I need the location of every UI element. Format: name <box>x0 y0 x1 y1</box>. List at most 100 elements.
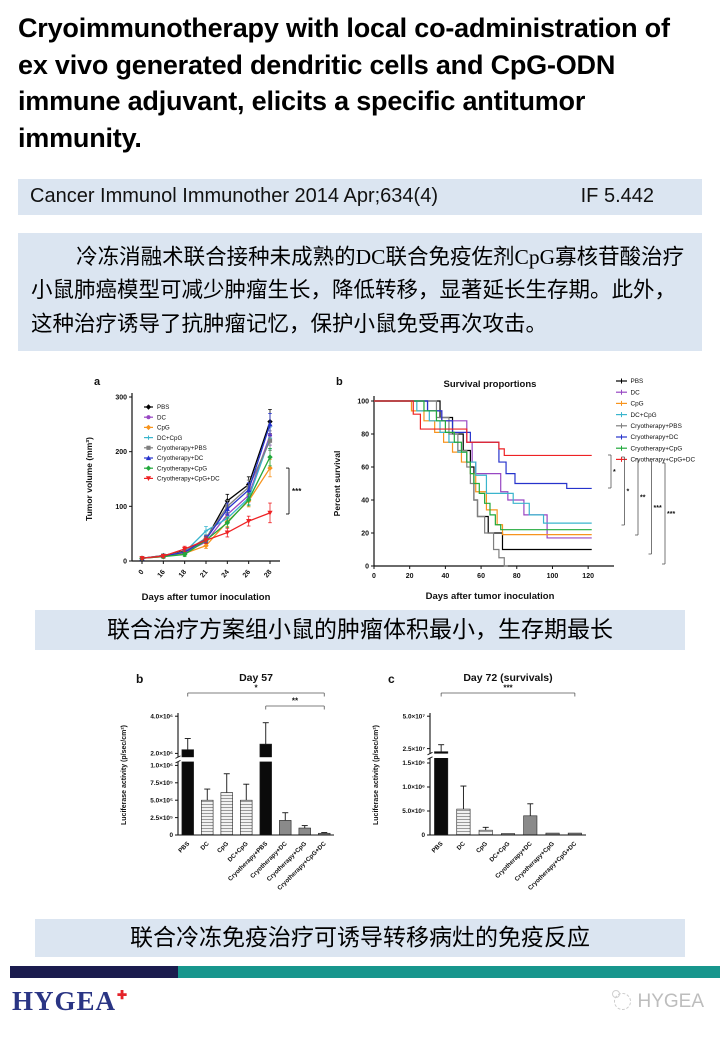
svg-text:Cryotherapy+CpG+DC: Cryotherapy+CpG+DC <box>631 457 696 464</box>
svg-text:*: * <box>613 469 616 476</box>
svg-text:Cryotherapy+PBS: Cryotherapy+PBS <box>157 445 207 452</box>
svg-text:b: b <box>136 672 143 686</box>
navy-bar-segment <box>10 966 178 979</box>
journal-reference: Cancer Immunol Immunother 2014 Apr;634(4… <box>30 185 438 208</box>
svg-text:100: 100 <box>547 573 559 580</box>
svg-text:0: 0 <box>365 564 369 571</box>
svg-text:CpG: CpG <box>216 841 230 855</box>
svg-text:Percent survival: Percent survival <box>332 451 342 517</box>
svg-text:***: *** <box>292 487 302 496</box>
svg-text:*: * <box>627 489 630 496</box>
svg-text:Luciferase activity (p/sec/cm²: Luciferase activity (p/sec/cm²) <box>373 725 380 825</box>
svg-text:***: *** <box>503 684 513 693</box>
logo-cross-icon: ✚ <box>117 988 129 1003</box>
svg-text:c: c <box>388 672 395 686</box>
svg-text:Cryotherapy+CpG: Cryotherapy+CpG <box>513 841 556 884</box>
svg-text:Day 72 (survivals): Day 72 (survivals) <box>463 672 552 684</box>
svg-text:2.5×10⁵: 2.5×10⁵ <box>150 815 173 822</box>
svg-text:***: *** <box>654 505 662 512</box>
svg-text:5.0×10⁵: 5.0×10⁵ <box>150 798 173 805</box>
watermark: HYGEA <box>612 990 704 1013</box>
svg-text:0: 0 <box>123 559 127 566</box>
logo-text: HYGEA <box>12 986 117 1017</box>
abstract-chinese: 冷冻消融术联合接种未成熟的DC联合免疫佐剂CpG寡核苷酸治疗小鼠肺癌模型可减少肿… <box>18 232 702 352</box>
svg-text:28: 28 <box>263 569 273 580</box>
svg-text:Cryotherapy+DC: Cryotherapy+DC <box>631 435 679 442</box>
citation-bar: Cancer Immunol Immunother 2014 Apr;634(4… <box>18 178 702 215</box>
svg-text:Cryotherapy+CpG: Cryotherapy+CpG <box>157 466 207 473</box>
watermark-logo-icon <box>612 990 632 1011</box>
svg-text:20: 20 <box>361 531 369 538</box>
svg-text:PBS: PBS <box>631 379 644 386</box>
svg-text:DC+CpG: DC+CpG <box>631 412 657 419</box>
svg-text:7.5×10⁵: 7.5×10⁵ <box>150 780 173 787</box>
slide: Cryoimmunotherapy with local co-administ… <box>0 10 720 1040</box>
svg-text:0: 0 <box>138 569 146 577</box>
svg-text:0: 0 <box>372 573 376 580</box>
figure-row-luciferase: PBS DC CpG DC+CpG Cryotherapy+PBS Cryotherapy… <box>0 665 720 908</box>
svg-text:40: 40 <box>361 498 369 505</box>
svg-text:Days after tumor inoculation: Days after tumor inoculation <box>426 591 555 602</box>
svg-text:100: 100 <box>357 399 369 406</box>
svg-text:300: 300 <box>115 395 127 402</box>
svg-text:5.0×10⁷: 5.0×10⁷ <box>403 714 426 721</box>
svg-text:Survival proportions: Survival proportions <box>444 379 537 390</box>
svg-text:200: 200 <box>115 450 127 457</box>
figure-caption-2: 联合冷冻免疫治疗可诱导转移病灶的免疫反应 <box>35 919 685 958</box>
teal-bar-segment <box>178 966 720 979</box>
svg-text:20: 20 <box>406 573 414 580</box>
svg-text:1.5×10⁶: 1.5×10⁶ <box>402 761 425 768</box>
svg-text:60: 60 <box>361 465 369 472</box>
svg-text:DC: DC <box>456 841 468 853</box>
svg-text:CpG: CpG <box>631 401 644 408</box>
svg-text:Day 57: Day 57 <box>239 672 273 684</box>
page-title: Cryoimmunotherapy with local co-administ… <box>18 13 670 154</box>
svg-text:Cryotherapy+CpG: Cryotherapy+CpG <box>631 446 683 453</box>
svg-text:21: 21 <box>199 569 209 580</box>
svg-text:DC: DC <box>631 390 641 397</box>
svg-text:Cryotherapy+DC: Cryotherapy+DC <box>157 456 204 463</box>
svg-text:Tumor volume (mm³): Tumor volume (mm³) <box>84 437 94 521</box>
svg-text:PBS: PBS <box>431 841 445 855</box>
svg-text:DC+CpG: DC+CpG <box>157 435 182 442</box>
figure-caption-1: 联合治疗方案组小鼠的肿瘤体积最小，生存期最长 <box>35 610 685 651</box>
svg-text:Days after tumor inoculation: Days after tumor inoculation <box>142 592 271 603</box>
figure-row-tumor-survival: 0 100 200 300 0 16 18 21 24 26 28 Tumor volume (mm³… <box>0 371 720 604</box>
svg-text:0: 0 <box>169 833 173 840</box>
footer-divider <box>0 966 720 979</box>
svg-text:80: 80 <box>513 573 521 580</box>
svg-text:0: 0 <box>421 833 425 840</box>
svg-text:1.0×10⁶: 1.0×10⁶ <box>402 785 425 792</box>
watermark-text: HYGEA <box>637 990 704 1012</box>
svg-text:Luciferase activity (p/sec/cm²: Luciferase activity (p/sec/cm²) <box>121 725 128 825</box>
svg-text:4.0×10⁶: 4.0×10⁶ <box>150 714 173 721</box>
svg-text:40: 40 <box>441 573 449 580</box>
svg-text:CpG: CpG <box>157 425 170 432</box>
svg-text:DC: DC <box>157 415 166 422</box>
svg-text:2.5×10⁷: 2.5×10⁷ <box>403 746 426 753</box>
svg-text:b: b <box>336 376 343 388</box>
hygea-logo: HYGEA✚ <box>12 986 127 1017</box>
svg-text:16: 16 <box>156 569 166 580</box>
svg-text:*: * <box>254 684 258 693</box>
svg-text:1.0×10⁶: 1.0×10⁶ <box>150 763 173 770</box>
impact-factor: IF 5.442 <box>580 185 654 208</box>
svg-text:CpG: CpG <box>475 841 489 855</box>
survival-curves-chart: 0 20 40 60 80 100 0 20 40 60 80 100 120 Survival prop… <box>332 376 696 602</box>
svg-text:a: a <box>94 376 101 388</box>
svg-text:PBS: PBS <box>157 405 169 412</box>
tumor-volume-line-chart: 0 100 200 300 0 16 18 21 24 26 28 Tumor volume (mm³… <box>84 376 302 603</box>
day57-bar-chart: PBS DC CpGDC+CpGCryotherapy+PBSCryotherapy… <box>121 672 334 892</box>
svg-text:***: *** <box>667 511 675 518</box>
svg-text:Cryotherapy+CpG+DC: Cryotherapy+CpG+DC <box>157 476 220 483</box>
svg-text:100: 100 <box>115 504 127 511</box>
footer: HYGEA✚ HYGEA <box>0 978 720 1017</box>
svg-text:PBS: PBS <box>177 841 191 855</box>
svg-text:26: 26 <box>242 569 252 580</box>
svg-text:**: ** <box>292 697 299 706</box>
svg-text:Cryotherapy+PBS: Cryotherapy+PBS <box>631 423 682 430</box>
svg-text:**: ** <box>640 495 646 502</box>
svg-text:80: 80 <box>361 432 369 439</box>
svg-text:2.0×10⁶: 2.0×10⁶ <box>150 751 173 758</box>
svg-text:DC: DC <box>199 841 211 853</box>
